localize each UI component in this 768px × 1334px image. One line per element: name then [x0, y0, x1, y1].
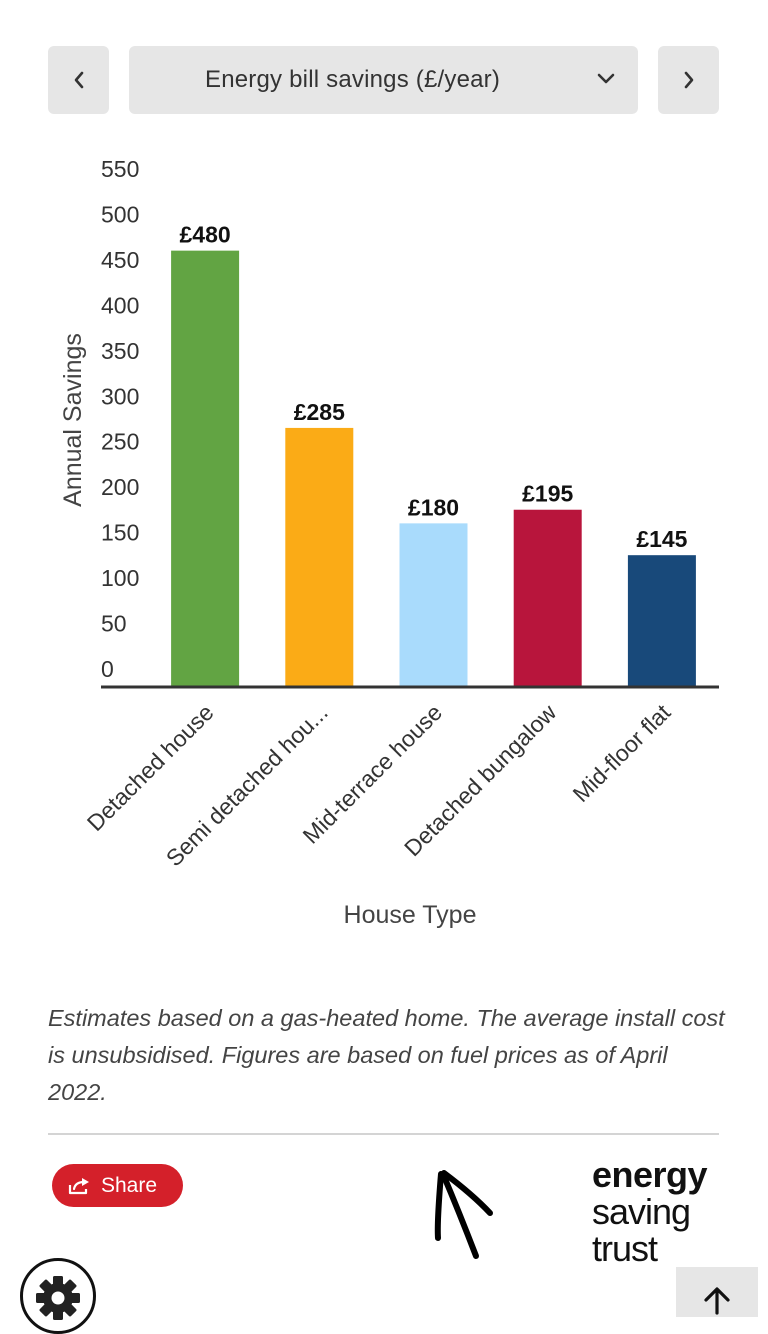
y-tick-label: 350 [101, 338, 139, 364]
share-icon [68, 1177, 89, 1194]
bar[interactable] [513, 509, 582, 687]
chart-navigation: Energy bill savings (£/year) [48, 46, 719, 114]
y-axis-title: Annual Savings [59, 333, 87, 507]
chevron-left-icon [74, 71, 83, 89]
chevron-right-icon [684, 71, 693, 89]
y-tick-label: 200 [101, 474, 139, 500]
share-button[interactable]: Share [52, 1164, 183, 1207]
y-tick-label: 150 [101, 520, 139, 546]
settings-button[interactable] [20, 1258, 96, 1334]
arrow-up-icon [704, 1287, 730, 1315]
chevron-down-icon [597, 73, 615, 84]
y-tick-label: 450 [101, 247, 139, 273]
metric-select-value: Energy bill savings (£/year) [205, 66, 501, 93]
gear-icon [36, 1276, 80, 1320]
y-tick-label: 550 [101, 156, 139, 182]
bar-value-label: £145 [636, 526, 687, 552]
energy-saving-trust-logo: energy saving trust [592, 1154, 708, 1269]
y-axis-ticks: 0 50 100 150 200 250 300 350 400 450 500 550 [101, 156, 139, 682]
share-button-label: Share [101, 1173, 158, 1197]
savings-bar-chart: Annual Savings House Type 0 50 100 150 200 25… [59, 156, 719, 929]
x-tick-label: Mid-floor flat [568, 699, 676, 807]
hand-drawn-arrow-icon [434, 1170, 493, 1259]
bar-value-label: £480 [180, 222, 231, 248]
chart-footnote: Estimates based on a gas-heated home. Th… [48, 1005, 725, 1105]
y-tick-label: 300 [101, 383, 139, 409]
bar[interactable] [399, 523, 468, 687]
data-labels: £480 £285 £180 £195 £145 [180, 222, 688, 553]
y-tick-label: 0 [101, 656, 114, 682]
divider [48, 1133, 719, 1135]
logo-line-saving: saving [592, 1191, 691, 1232]
logo-line-energy: energy [592, 1154, 708, 1195]
previous-chart-button[interactable] [48, 46, 109, 114]
back-to-top-button[interactable] [676, 1267, 758, 1317]
x-axis-title: House Type [344, 901, 477, 929]
metric-select[interactable]: Energy bill savings (£/year) [129, 46, 638, 114]
y-tick-label: 50 [101, 611, 127, 637]
y-tick-label: 500 [101, 201, 139, 227]
y-tick-label: 400 [101, 292, 139, 318]
bar[interactable] [171, 250, 240, 688]
bar[interactable] [285, 427, 354, 687]
y-tick-label: 100 [101, 565, 139, 591]
bar-value-label: £195 [522, 481, 573, 507]
logo-line-trust: trust [592, 1228, 658, 1269]
bars [171, 250, 696, 688]
next-chart-button[interactable] [658, 46, 719, 114]
bar-value-label: £285 [294, 399, 345, 425]
bar[interactable] [627, 555, 696, 687]
y-tick-label: 250 [101, 429, 139, 455]
bar-value-label: £180 [408, 494, 459, 520]
